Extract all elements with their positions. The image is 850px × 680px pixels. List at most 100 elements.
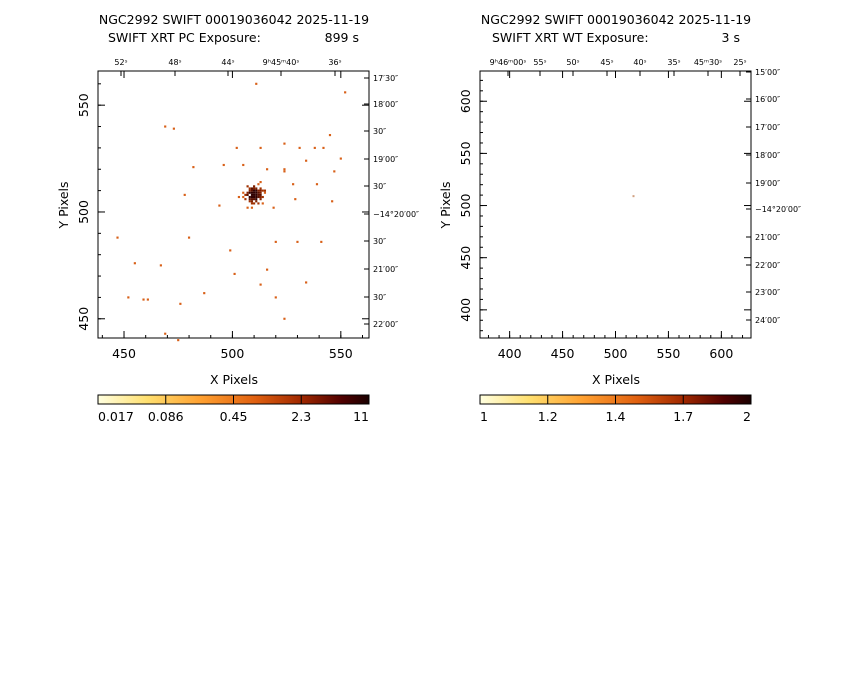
source-pixel (261, 202, 264, 205)
source-pixel (257, 195, 260, 199)
source-pixel (257, 191, 260, 194)
colorbar-ticks: 0.017 0.086 0.45 2.3 11 (98, 395, 369, 424)
source-pixel (255, 200, 258, 203)
source-pixel (253, 198, 256, 201)
source-pixel (250, 198, 254, 201)
event-pixel (229, 249, 232, 252)
ra-tick-label: 9ʰ46ᵐ00ˢ (490, 58, 527, 67)
plot-frame (479, 70, 752, 339)
dec-tick-label: 18′00″ (373, 100, 398, 109)
panel-exposure-value: 3 s (722, 30, 740, 45)
event-pixel (266, 168, 269, 171)
x-tick-label: 400 (498, 346, 522, 361)
event-pixel (283, 168, 286, 171)
source-pixel (250, 187, 254, 190)
source-pixel (259, 195, 262, 199)
ra-tick-label: 25ˢ (733, 58, 746, 67)
source-pixel (250, 195, 254, 199)
x-tick-label: 500 (220, 346, 244, 361)
source-pixel (250, 206, 254, 209)
dec-tick-label: 21′00″ (755, 233, 780, 242)
event-pixel (339, 157, 342, 160)
event-pixel (632, 195, 635, 198)
y-tick-label: 550 (458, 141, 473, 165)
colorbar-tick-label: 0.017 (98, 409, 134, 424)
source-pixel (255, 195, 258, 199)
event-pixel (259, 146, 262, 149)
source-pixel (253, 195, 256, 199)
ra-tick-label: 36ˢ (328, 58, 341, 67)
dec-tick-label: 22′00″ (755, 261, 780, 270)
source-pixel (259, 181, 262, 184)
y-tick-label: 500 (458, 194, 473, 218)
panel-title: NGC2992 SWIFT 00019036042 2025-11-19 (99, 12, 369, 27)
source-pixel (253, 191, 256, 194)
event-pixel (179, 302, 182, 305)
source-pixel (253, 187, 256, 190)
dec-tick-label: 15′00″ (755, 68, 780, 77)
event-pixel (164, 125, 167, 128)
source-pixel (242, 191, 245, 194)
ra-tick-label: 52ˢ (114, 58, 127, 67)
event-pixel (177, 339, 180, 342)
source-pixel (255, 193, 258, 196)
source-pixel (242, 195, 245, 199)
event-pixel (164, 332, 167, 335)
x-tick-label: 500 (604, 346, 628, 361)
panel-pc: NGC2992 SWIFT 00019036042 2025-11-19 SWI… (56, 12, 419, 424)
event-pixel (333, 170, 336, 173)
ra-tick-label: 45ˢ (600, 58, 613, 67)
ra-tick-label: 9ʰ45ᵐ40ˢ (263, 58, 300, 67)
dec-tick-label: 30″ (373, 293, 386, 302)
event-pixel (192, 166, 195, 169)
colorbar-tick-label: 2.3 (291, 409, 311, 424)
source-pixel (253, 189, 256, 192)
source-pixel (237, 195, 241, 199)
x-tick-label: 600 (709, 346, 733, 361)
dec-tick-label: 19′00″ (755, 179, 780, 188)
event-pixel (146, 298, 149, 301)
event-pixels (116, 82, 347, 342)
y-axis-label: Y Pixels (56, 181, 71, 229)
event-pixel (218, 204, 221, 207)
dec-tick-label: 30″ (373, 237, 386, 246)
source-pixel (253, 202, 256, 205)
ra-tick-label: 40ˢ (633, 58, 646, 67)
source-pixel (246, 193, 249, 196)
source-pixel (250, 200, 254, 203)
source-pixel (250, 189, 254, 192)
event-pixel (266, 268, 269, 271)
event-pixel (233, 272, 236, 275)
source-pixel (259, 198, 262, 201)
event-pixel (274, 296, 277, 299)
event-pixel (298, 146, 301, 149)
source-pixel (246, 191, 249, 194)
event-pixel (272, 206, 275, 209)
event-pixel (296, 240, 299, 243)
y-tick-label: 450 (458, 246, 473, 270)
x-axis-label: X Pixels (210, 372, 258, 387)
source-pixel (263, 191, 267, 194)
event-pixel (187, 236, 191, 239)
event-pixels (632, 195, 635, 198)
x-tick-label: 550 (657, 346, 681, 361)
event-pixel (274, 240, 277, 243)
event-pixel (305, 159, 308, 162)
colorbar-tick-label: 0.086 (148, 409, 184, 424)
panel-exposure-value: 899 s (325, 30, 359, 45)
x-tick-label: 550 (329, 346, 353, 361)
source-pixel (248, 189, 251, 192)
dec-tick-label: 17′00″ (755, 123, 780, 132)
dec-tick-label: 30″ (373, 127, 386, 136)
source-pixel (255, 198, 258, 201)
event-pixel (142, 298, 145, 301)
source-pixel (248, 198, 251, 201)
source-pixel (248, 195, 251, 199)
event-pixel (235, 146, 238, 149)
event-pixel (183, 193, 186, 196)
event-pixel (305, 281, 308, 284)
x-axis-label: X Pixels (592, 372, 640, 387)
event-pixel (222, 163, 225, 167)
panel-wt: NGC2992 SWIFT 00019036042 2025-11-19 SWI… (438, 12, 801, 424)
